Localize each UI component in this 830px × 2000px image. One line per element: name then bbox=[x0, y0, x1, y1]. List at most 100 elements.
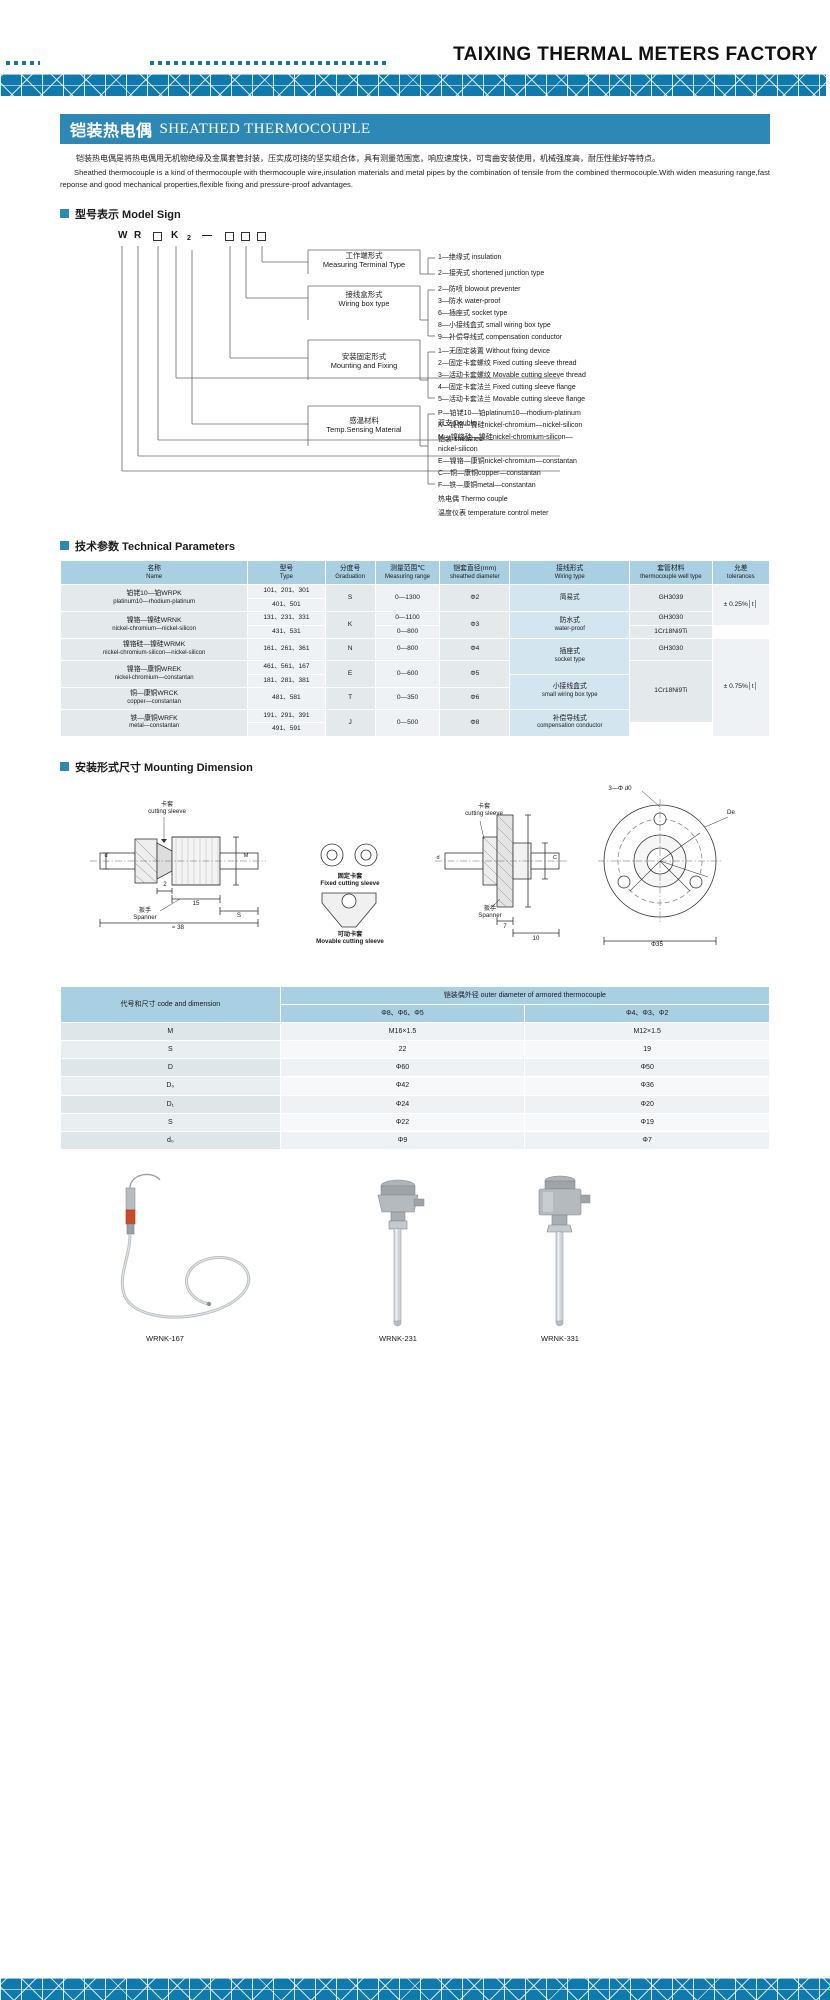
model-code-char-r: R bbox=[134, 229, 142, 241]
cell-graduation: K bbox=[324, 611, 376, 640]
cell-name: 镍铬—康铜WREK nickel-chromium—constantan bbox=[59, 660, 249, 689]
model-option: 8—小接线盒式 small wiring box type bbox=[438, 321, 551, 329]
model-code-subscript-2: 2 bbox=[187, 234, 192, 242]
dim-v1: M16×1.5 bbox=[279, 1022, 526, 1042]
section-header-mounting-dim: 安装形式尺寸 Mounting Dimension bbox=[60, 759, 770, 775]
table-row: 镍铬—康铜WREK nickel-chromium—constantan 461… bbox=[59, 660, 770, 724]
dim-table-header-group: 代号和尺寸 code and dimension 铠装偶外径 outer dia… bbox=[60, 985, 771, 1024]
model-line-thermocouple: 热电偶 Thermo couple bbox=[438, 495, 508, 503]
cell-type: 401、501 bbox=[247, 597, 326, 613]
label-dim-d-left: d bbox=[104, 852, 108, 859]
dim-row: D₀ Φ42 Φ36 bbox=[60, 1076, 770, 1096]
technical-parameters-table: 名称 Name 型号 Type 分度号 Graduation 测量范围℃ Mea… bbox=[59, 559, 771, 737]
section-header-tech-params: 技术参数 Technical Parameters bbox=[60, 538, 770, 554]
model-code-char-w: W bbox=[118, 229, 128, 241]
dim-v2: Φ19 bbox=[524, 1112, 770, 1132]
page-content: 铠装热电偶 SHEATHED THERMOCOUPLE 铠装热电偶是将热电偶用无… bbox=[0, 114, 830, 1357]
product-photo-svg bbox=[120, 1173, 591, 1327]
model-option: 9—补偿导线式 compensation conductor bbox=[438, 333, 563, 341]
cell-name: 铜—康铜WRCK copper—constantan bbox=[59, 687, 249, 710]
group-3-en: Mounting and Fixing bbox=[330, 361, 398, 371]
label-dim-2: 2 bbox=[163, 880, 167, 888]
dim-table-header-cols: Φ8、Φ6、Φ5 Φ4、Φ3、Φ2 bbox=[61, 1004, 770, 1024]
cell-graduation: E bbox=[324, 660, 376, 689]
cell-wiring: 补偿导线式 compensation conductor bbox=[509, 708, 631, 737]
table-row: 镍铬—镍硅WRNK nickel-chromium—nickel-silicon… bbox=[59, 611, 770, 640]
label-dim-38: ≈ 38 bbox=[171, 923, 184, 931]
model-option: M—镍铬硅—镍硅nickel-chromium-silicon— bbox=[438, 433, 573, 441]
cell-well: GH3030 bbox=[629, 638, 713, 662]
model-code-dash: — bbox=[202, 229, 213, 241]
dim-code: S bbox=[60, 1040, 281, 1060]
cell-wiring: 简易式 bbox=[509, 584, 631, 613]
model-option: 1—无固定装置 Without fixing device bbox=[438, 347, 551, 355]
cell-wiring: 插座式 socket type bbox=[509, 638, 631, 675]
page-title-cn: 铠装热电偶 bbox=[70, 123, 153, 140]
dim-v2: Φ36 bbox=[524, 1076, 770, 1096]
th-type: 型号 Type bbox=[247, 559, 326, 586]
cell-name: 铂铑10—铂WRPK platinum10—rhodium-platinum bbox=[59, 584, 249, 613]
group-2-cn: 接线盒形式 bbox=[345, 289, 383, 299]
label-de: De bbox=[727, 808, 735, 816]
dimension-table: 代号和尺寸 code and dimension 铠装偶外径 outer dia… bbox=[60, 985, 771, 1150]
model-option: F—铁—康铜metal—constantan bbox=[438, 481, 536, 489]
page-header: TAIXING THERMAL METERS FACTORY bbox=[0, 0, 830, 100]
cell-diameter: Φ8 bbox=[439, 708, 511, 737]
model-option: 1—绝缘式 insulation bbox=[438, 253, 502, 261]
dim-v2: M12×1.5 bbox=[524, 1022, 770, 1042]
model-option: C—铜—康铜copper—constantan bbox=[438, 469, 541, 477]
dim-code: S bbox=[60, 1112, 281, 1132]
model-option: 5—活动卡套法兰 Movable cutting sleeve flange bbox=[438, 395, 586, 403]
table-row: 镍铬硅—镍硅WRMK nickel-chromium-silicon—nicke… bbox=[59, 638, 771, 737]
model-option: 2—防喷 blowout preventer bbox=[438, 285, 521, 293]
label-dim-d-right: d bbox=[436, 854, 440, 861]
model-group-title-measuring-terminal: 工作端形式 Measuring Terminal Type bbox=[308, 251, 420, 270]
photo-caption-1: WRNK-167 bbox=[146, 1333, 184, 1343]
dim-v1: Φ60 bbox=[279, 1058, 526, 1078]
model-option: 3—防水 water-proof bbox=[438, 297, 501, 305]
cell-graduation: N bbox=[324, 638, 376, 662]
th-graduation: 分度号 Graduation bbox=[324, 559, 376, 586]
header-dot-rule bbox=[0, 60, 830, 65]
dim-row: M M16×1.5 M12×1.5 bbox=[60, 1022, 770, 1042]
cell-diameter: Φ6 bbox=[439, 687, 511, 710]
intro-text-cn: 铠装热电偶是将热电偶用无机物绝缘及金属套管封装，压实成可挠的坚实组合体，具有测量… bbox=[76, 154, 660, 163]
table-header-row: 名称 Name 型号 Type 分度号 Graduation 测量范围℃ Mea… bbox=[59, 559, 771, 586]
dim-row: d₀ Φ9 Φ7 bbox=[60, 1130, 770, 1150]
cell-well: 1Cr18Ni9Ti bbox=[629, 660, 713, 724]
cell-range: 0—1100 bbox=[374, 611, 441, 626]
cell-type: 431、531 bbox=[247, 624, 326, 640]
model-line-double: 双支 Double bbox=[438, 419, 477, 427]
model-line-temp-control-meter: 温度仪表 temperature control meter bbox=[438, 509, 549, 517]
cell-type: 481、581 bbox=[247, 687, 326, 710]
table-row: 铜—康铜WRCK copper—constantan 481、581 T 0—3… bbox=[59, 687, 770, 710]
cell-diameter: Φ5 bbox=[439, 660, 511, 689]
product-image-1 bbox=[120, 1173, 251, 1319]
dim-v1: 22 bbox=[279, 1040, 526, 1060]
label-dim-s: S bbox=[236, 911, 242, 919]
model-sign-lines bbox=[121, 245, 560, 485]
model-option: 2—固定卡套螺纹 Fixed cutting sleeve thread bbox=[438, 359, 577, 367]
bullet-square-icon bbox=[60, 762, 69, 772]
th-wiring: 接线形式 Wiring type bbox=[509, 559, 631, 586]
label-movable-cutting-sleeve: 可动卡套 Movable cutting sleeve bbox=[316, 930, 384, 946]
model-group-title-mounting-fixing: 安装固定形式 Mounting and Fixing bbox=[308, 352, 420, 371]
cell-well: GH3030 bbox=[629, 611, 713, 626]
dim-v2: 19 bbox=[524, 1040, 770, 1060]
model-option: K—镍铬—镍硅nickel-chromium—nickel-silicon bbox=[438, 421, 583, 429]
label-spanner-left: 扳手 Spanner bbox=[133, 906, 157, 922]
label-3-holes: 3—Φ d0 bbox=[608, 784, 632, 792]
cell-type: 161、261、361 bbox=[247, 638, 326, 662]
cell-range: 0—500 bbox=[374, 708, 441, 737]
section-header-model-sign: 型号表示 Model Sign bbox=[60, 206, 770, 222]
group-4-en: Temp.Sensing Material bbox=[326, 425, 402, 435]
th-well: 套管材料 thermocouple well type bbox=[629, 559, 713, 586]
intro-text-en: Sheathed thermocouple is a kind of therm… bbox=[60, 168, 770, 190]
label-spanner-right: 扳手 Spanner bbox=[478, 904, 502, 920]
dim-th-col1: Φ8、Φ6、Φ5 bbox=[279, 1004, 526, 1024]
drawing-svg bbox=[90, 790, 729, 945]
cell-tolerance: ± 0.25%│t│ bbox=[711, 584, 771, 626]
page-title-en: SHEATHED THERMOCOUPLE bbox=[159, 120, 371, 137]
dim-row: D₁ Φ24 Φ20 bbox=[60, 1094, 770, 1114]
label-dim-7: 7 bbox=[503, 922, 507, 930]
